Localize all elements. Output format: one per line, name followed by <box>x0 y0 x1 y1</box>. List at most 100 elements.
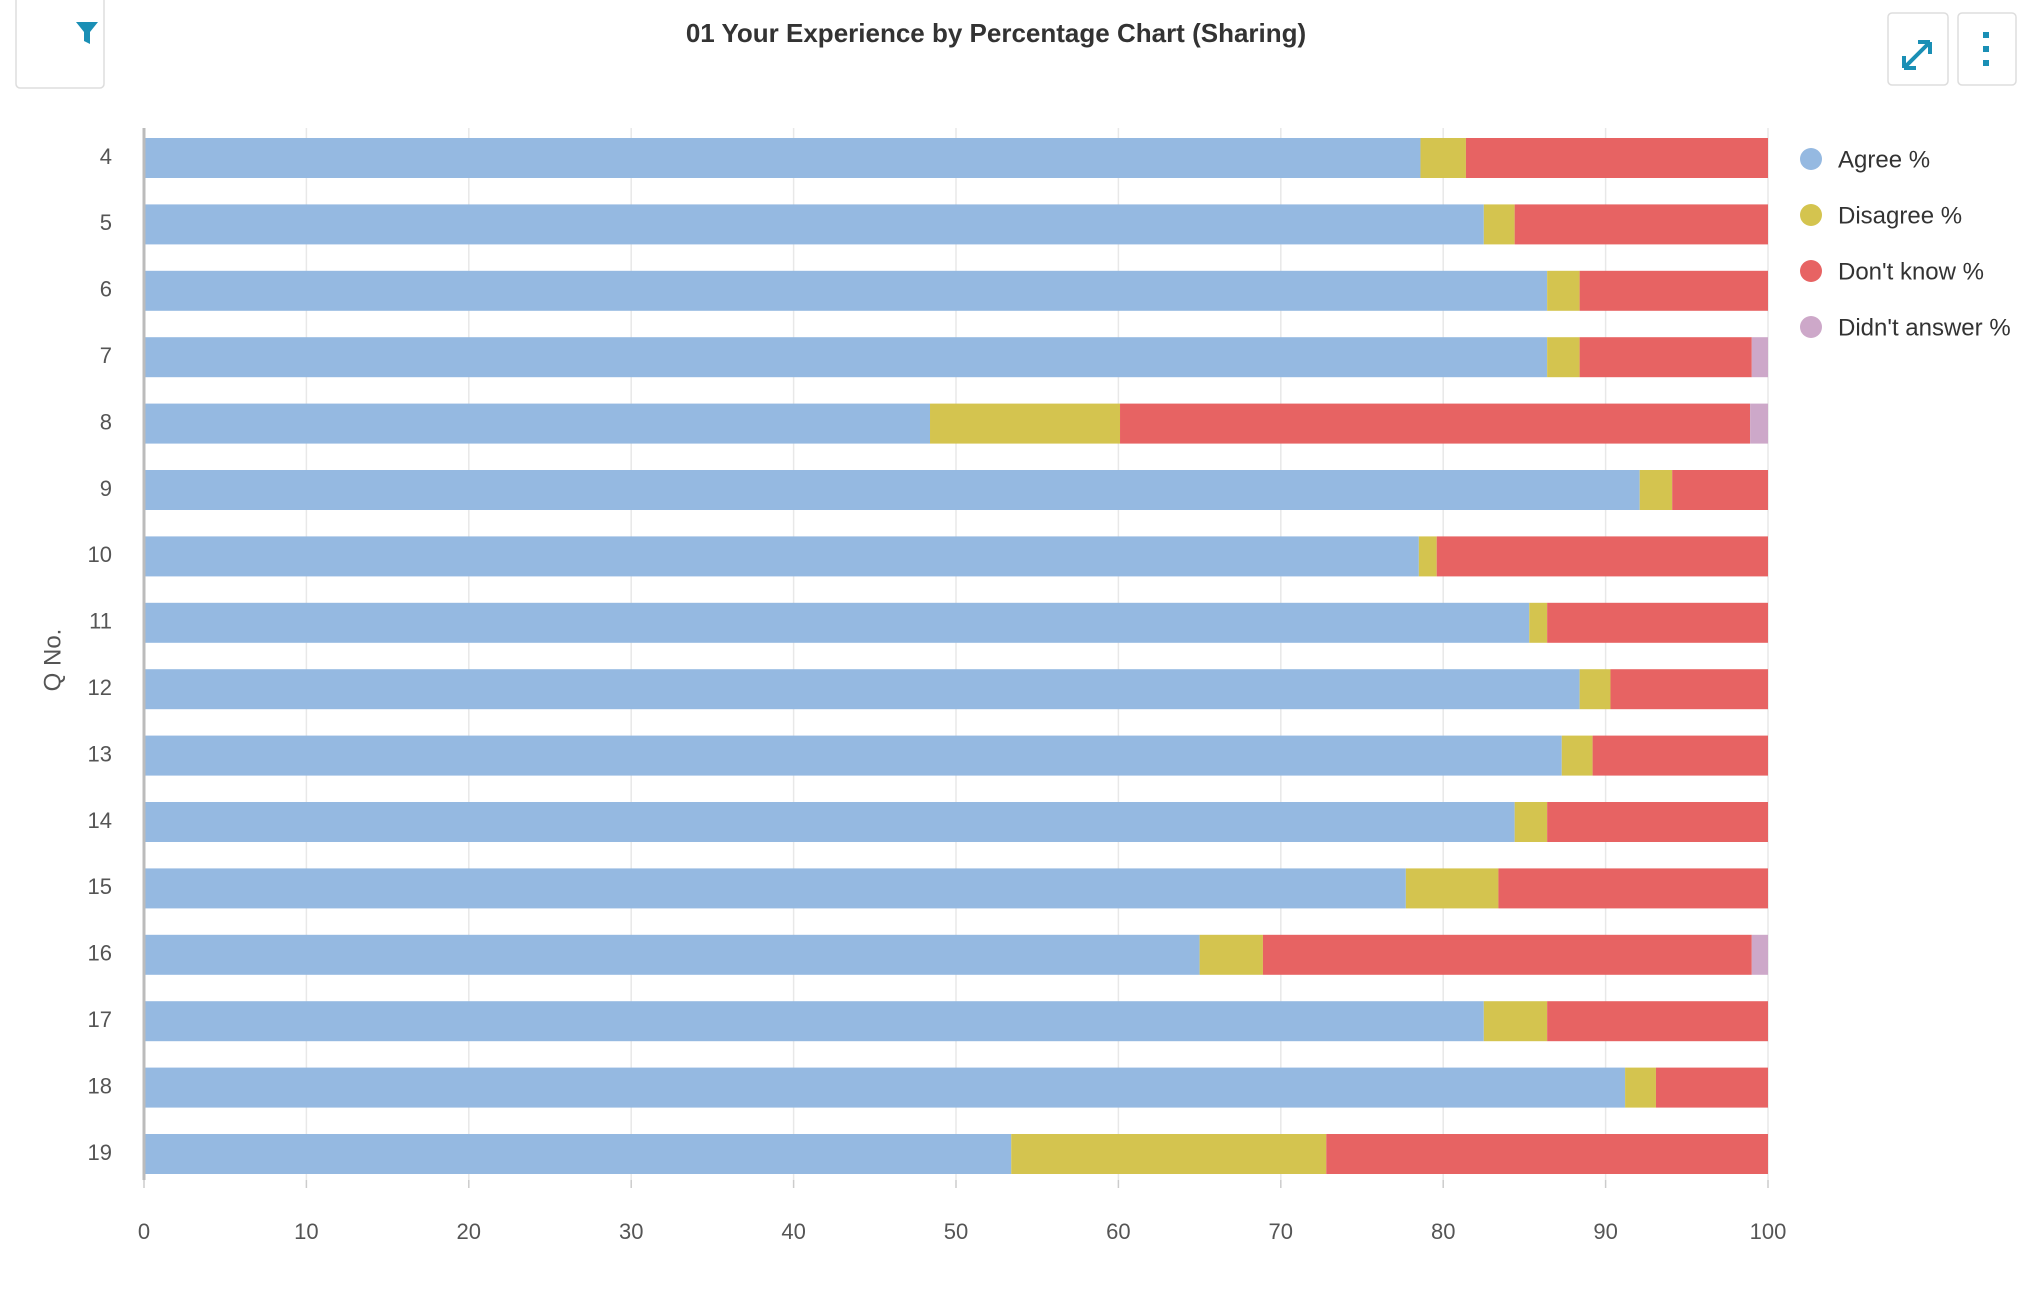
filter-icon <box>76 22 98 44</box>
x-tick-label: 10 <box>294 1219 318 1244</box>
bar-segment <box>144 536 1419 577</box>
bar-segment <box>1498 868 1768 909</box>
bar-segment <box>144 337 1548 378</box>
bar-segment <box>1592 735 1768 776</box>
bar-segment <box>1326 1134 1768 1174</box>
bar-segment <box>1420 138 1466 178</box>
y-tick-label: 17 <box>88 1007 112 1032</box>
legend-marker <box>1800 260 1822 282</box>
bar-segment <box>930 403 1121 444</box>
bar-segment <box>1483 1001 1548 1042</box>
y-tick-label: 8 <box>100 409 112 434</box>
bar-segment <box>144 403 931 444</box>
bar-segment <box>1751 934 1768 975</box>
bar-segment <box>1655 1067 1768 1108</box>
legend-marker <box>1800 204 1822 226</box>
bar-segment <box>1514 204 1768 245</box>
bar-segment <box>1547 1001 1768 1042</box>
y-tick-label: 13 <box>88 741 112 766</box>
y-tick-label: 18 <box>88 1073 112 1098</box>
bar-segment <box>1436 536 1768 577</box>
bar-segment <box>144 1067 1626 1108</box>
bar-segment <box>1579 337 1752 378</box>
bar-segment <box>1547 602 1768 643</box>
bar-segment <box>1561 735 1593 776</box>
bar-segment <box>1579 270 1768 311</box>
bar-segment <box>1750 403 1768 444</box>
x-tick-label: 50 <box>944 1219 968 1244</box>
x-tick-label: 80 <box>1431 1219 1455 1244</box>
y-tick-label: 6 <box>100 277 112 302</box>
bar-segment <box>1625 1067 1656 1108</box>
x-tick-label: 70 <box>1269 1219 1293 1244</box>
bar-segment <box>1751 337 1768 378</box>
y-tick-label: 7 <box>100 343 112 368</box>
bar-segment <box>144 204 1484 245</box>
bar-segment <box>1262 934 1752 975</box>
legend-marker <box>1800 148 1822 170</box>
x-tick-label: 90 <box>1593 1219 1617 1244</box>
bar-segment <box>144 802 1515 842</box>
bar-segment <box>144 470 1640 510</box>
legend-label: Disagree % <box>1838 202 1962 229</box>
bar-segment <box>1418 536 1437 577</box>
filter-button-frame[interactable] <box>15 0 105 89</box>
x-tick-label: 100 <box>1750 1219 1787 1244</box>
bar-segment <box>1514 802 1548 842</box>
expand-button[interactable] <box>1887 12 1949 86</box>
bar-segment <box>1547 270 1580 311</box>
bar-segment <box>1547 337 1580 378</box>
bar-segment <box>144 602 1530 643</box>
bar-segment <box>144 1001 1484 1042</box>
bar-segment <box>1547 802 1768 842</box>
menu-button[interactable] <box>1957 12 2017 86</box>
bar-segment <box>144 868 1406 909</box>
legend-label: Don't know % <box>1838 258 1984 285</box>
legend-label: Didn't answer % <box>1838 314 2011 341</box>
bar-segment <box>144 270 1548 311</box>
filter-button[interactable] <box>15 0 105 89</box>
bar-segment <box>1120 403 1751 444</box>
legend-label: Agree % <box>1838 146 1930 173</box>
x-tick-label: 60 <box>1106 1219 1130 1244</box>
y-tick-label: 15 <box>88 874 112 899</box>
menu-dot <box>1983 32 1989 38</box>
bar-segment <box>1529 602 1548 643</box>
bar-segment <box>144 934 1200 975</box>
x-tick-label: 30 <box>619 1219 643 1244</box>
x-tick-label: 40 <box>781 1219 805 1244</box>
bar-segment <box>1011 1134 1327 1174</box>
bar-segment <box>1483 204 1515 245</box>
y-axis-title: Q No. <box>39 629 66 692</box>
bar-segment <box>1405 868 1499 909</box>
legend-marker <box>1800 316 1822 338</box>
bar-segment <box>1639 470 1673 510</box>
expand-icon <box>1902 40 1932 70</box>
bars <box>144 138 1768 1174</box>
y-tick-label: 19 <box>88 1140 112 1165</box>
y-tick-label: 14 <box>88 808 112 833</box>
expand-button-frame[interactable] <box>1887 12 1949 86</box>
bar-segment <box>1199 934 1263 975</box>
y-tick-label: 16 <box>88 941 112 966</box>
x-tick-label: 20 <box>457 1219 481 1244</box>
axes: 0 10 20 30 40 50 60 70 80 90 100 4 5 6 7 8 9 10 11 12 13 14 15… <box>88 128 1787 1244</box>
y-tick-label: 4 <box>100 144 112 169</box>
menu-dot <box>1983 60 1989 66</box>
y-tick-label: 10 <box>88 542 112 567</box>
bar-segment <box>1465 138 1768 178</box>
y-tick-label: 11 <box>89 609 112 634</box>
menu-dot <box>1983 46 1989 52</box>
chart-title: 01 Your Experience by Percentage Chart (… <box>686 18 1306 48</box>
bar-segment <box>144 138 1421 178</box>
y-tick-label: 12 <box>88 675 112 700</box>
bar-segment <box>144 1134 1012 1174</box>
bar-segment <box>144 669 1580 710</box>
bar-segment <box>144 735 1562 776</box>
y-tick-label: 9 <box>100 476 112 501</box>
bar-segment <box>1672 470 1768 510</box>
bar-segment <box>1610 669 1768 710</box>
y-tick-label: 5 <box>100 210 112 235</box>
bar-segment <box>1579 669 1611 710</box>
